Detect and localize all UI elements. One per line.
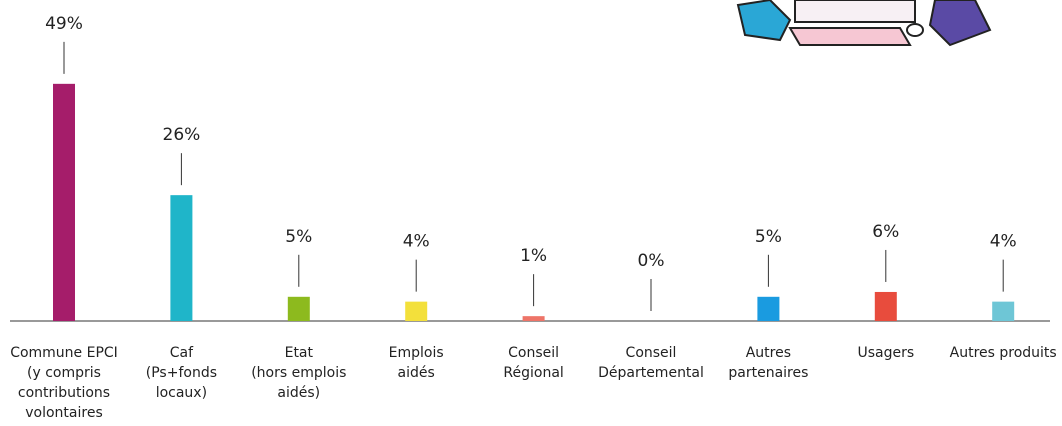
data-label: 6% <box>872 222 899 242</box>
x-tick-label: Conseil Départemental <box>593 343 709 383</box>
bar <box>992 302 1014 321</box>
x-tick-label: Autres partenaires <box>710 343 826 383</box>
x-tick-label: Conseil Régional <box>476 343 592 383</box>
bar <box>170 195 192 321</box>
x-tick-label: Etat (hors emplois aidés) <box>241 343 357 403</box>
data-label: 26% <box>163 125 201 145</box>
data-label: 5% <box>755 227 782 247</box>
x-tick-label: Caf (Ps+fonds locaux) <box>123 343 239 403</box>
bar <box>405 302 427 321</box>
x-tick-label: Commune EPCI (y compris contributions vo… <box>6 343 122 423</box>
data-label: 49% <box>45 14 83 34</box>
x-tick-label: Autres produits <box>945 343 1061 363</box>
data-label: 4% <box>990 232 1017 252</box>
bar <box>53 84 75 321</box>
bar <box>288 297 310 321</box>
x-tick-label: Emplois aidés <box>358 343 474 383</box>
x-tick-label: Usagers <box>828 343 944 363</box>
bar <box>757 297 779 321</box>
data-label: 1% <box>520 246 547 266</box>
page: 49% 26% 5% 4% 1% 0% 5% 6% 4% Commune EPCI (y com… <box>0 0 1062 426</box>
bar <box>523 316 545 321</box>
data-label: 5% <box>285 227 312 247</box>
illustration <box>710 0 1000 75</box>
bar <box>875 292 897 321</box>
data-label: 0% <box>638 251 665 271</box>
data-label: 4% <box>403 232 430 252</box>
monitor <box>795 0 915 22</box>
mouse <box>907 24 923 36</box>
keyboard <box>790 28 910 45</box>
